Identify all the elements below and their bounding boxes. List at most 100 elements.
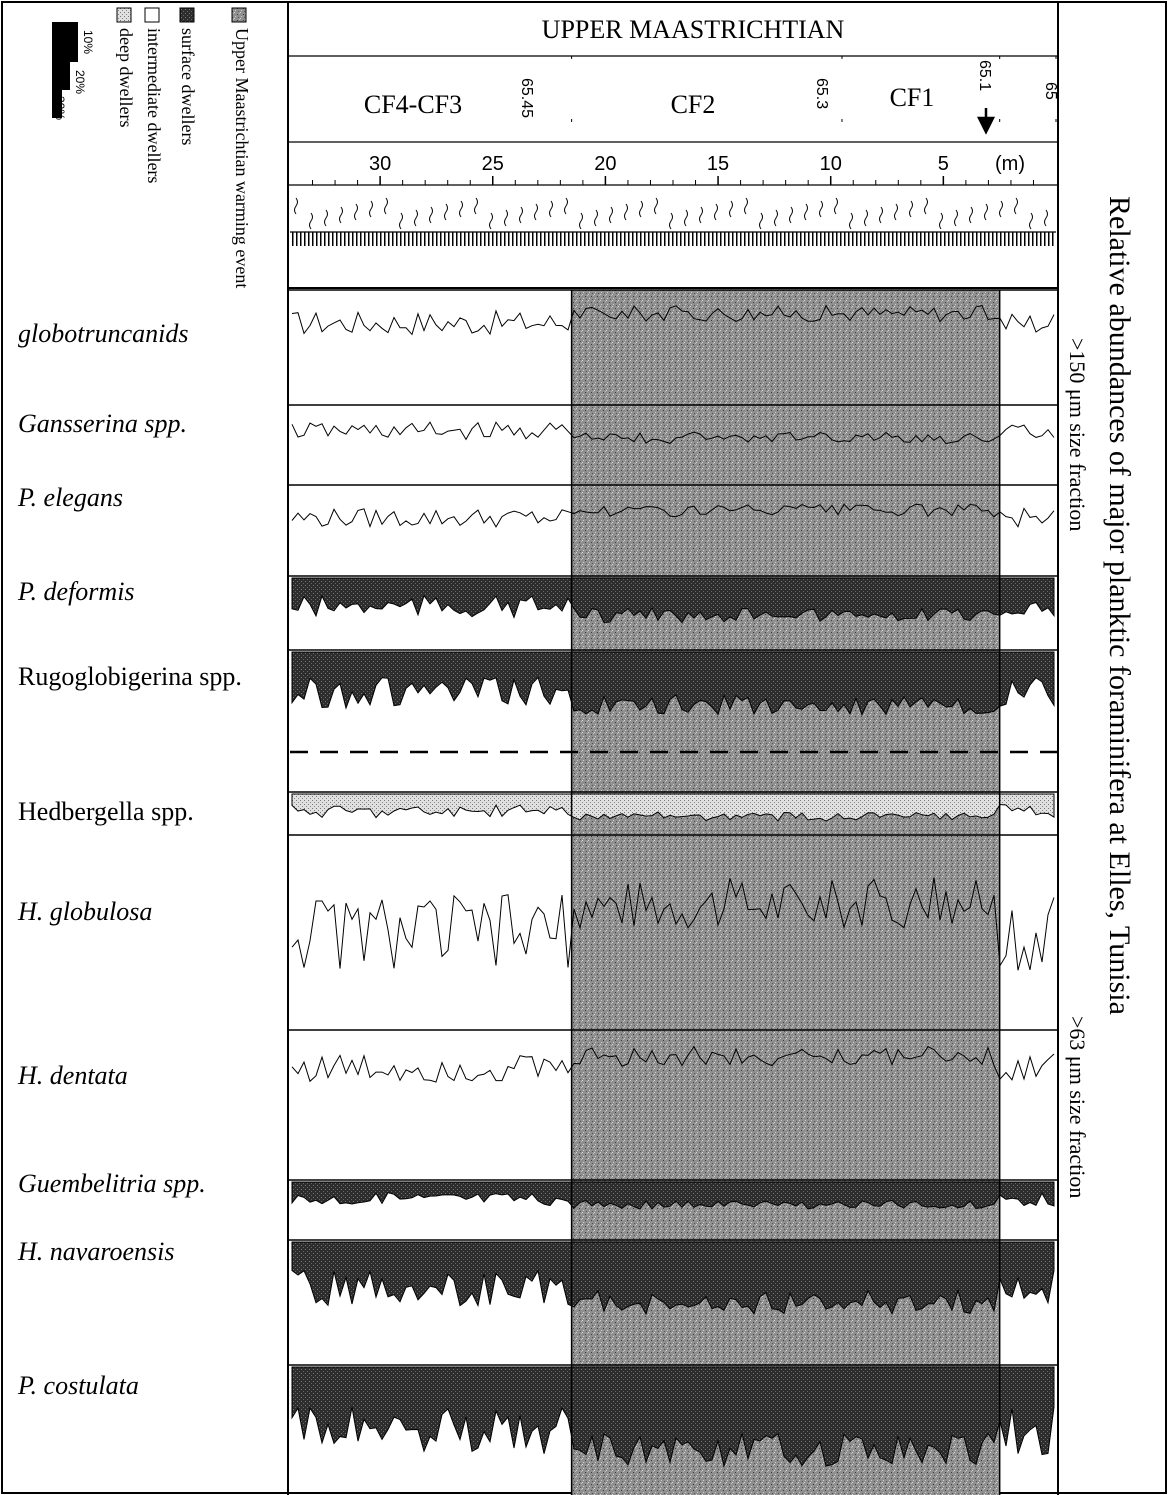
taxon-h-navaroensis: H. navaroensis bbox=[17, 1237, 174, 1266]
lithology-mark bbox=[654, 197, 658, 215]
lithology-mark bbox=[369, 200, 373, 218]
lithology-mark bbox=[489, 212, 493, 230]
series-hedbergella-spp- bbox=[291, 793, 1055, 822]
lithology-mark bbox=[714, 203, 718, 221]
lithology-mark bbox=[909, 200, 913, 218]
lithology-mark bbox=[594, 209, 598, 227]
lithology-mark bbox=[864, 209, 868, 227]
lithology-mark bbox=[984, 203, 988, 221]
lithology-mark bbox=[834, 197, 838, 215]
lithology-mark bbox=[609, 206, 613, 224]
taxon-rugoglobigerina: Rugoglobigerina spp. bbox=[18, 662, 242, 691]
series-p-elegans bbox=[291, 503, 1055, 528]
lithology-mark bbox=[774, 209, 778, 227]
lithology-mark bbox=[759, 212, 763, 230]
lithology-mark bbox=[879, 206, 883, 224]
legend-scale-30: 30% bbox=[53, 96, 67, 120]
lithology-mark bbox=[504, 209, 508, 227]
lithology-mark bbox=[729, 200, 733, 218]
lithology-column bbox=[290, 197, 1056, 246]
zone-label-cf2: CF2 bbox=[671, 90, 716, 119]
legend-swatch-deep bbox=[116, 7, 132, 23]
lithology-mark bbox=[819, 200, 823, 218]
subtitle-63: >63 μm size fraction bbox=[1065, 1016, 1090, 1198]
legend-item-surface: surface dwellers bbox=[178, 28, 198, 145]
lithology-mark bbox=[849, 212, 853, 230]
depth-unit: (m) bbox=[995, 153, 1025, 175]
lithology-mark bbox=[534, 203, 538, 221]
zone-label-cf4-cf3: CF4-CF3 bbox=[364, 90, 462, 119]
age-label-65-3: 65.3 bbox=[813, 78, 830, 109]
zone-label-cf1: CF1 bbox=[890, 83, 935, 112]
legend-item-event: Upper Maastrichtian warming event bbox=[232, 28, 252, 288]
taxon-h-dentata: H. dentata bbox=[17, 1061, 128, 1090]
taxon-p-elegans: P. elegans bbox=[17, 483, 123, 512]
legend-scale-20: 20% bbox=[73, 70, 87, 94]
lithology-mark bbox=[324, 209, 328, 227]
lithology-mark bbox=[894, 203, 898, 221]
depth-tick-label: 30 bbox=[369, 153, 391, 175]
lithology-mark bbox=[939, 212, 943, 230]
taxon-gansserina: Gansserina spp. bbox=[18, 409, 187, 438]
depth-tick-label: 20 bbox=[594, 153, 616, 175]
abundance-panels bbox=[288, 289, 1058, 1495]
taxon-labels: globotruncanids Gansserina spp. P. elega… bbox=[17, 319, 242, 1400]
series-h-navaroensis bbox=[291, 1241, 1055, 1316]
taxon-hedbergella: Hedbergella spp. bbox=[18, 797, 194, 826]
lithology-mark bbox=[294, 197, 298, 215]
lithology-mark bbox=[414, 209, 418, 227]
series-rugoglobigerina-spp- bbox=[291, 651, 1055, 717]
series-h-dentata bbox=[291, 1045, 1055, 1083]
series-globotruncanids bbox=[291, 304, 1055, 336]
lithology-mark bbox=[1029, 212, 1033, 230]
lithology-mark bbox=[639, 200, 643, 218]
legend-item-intermediate: intermediate dwellers bbox=[144, 28, 164, 183]
legend-swatch-event bbox=[231, 7, 247, 23]
lithology-mark bbox=[954, 209, 958, 227]
stage-title: UPPER MAASTRICHTIAN bbox=[542, 15, 845, 44]
arrow-down-icon bbox=[976, 108, 996, 135]
lithology-mark bbox=[444, 203, 448, 221]
taxon-h-globulosa: H. globulosa bbox=[17, 897, 152, 926]
lithology-mark bbox=[744, 197, 748, 215]
figure-title: Relative abundances of major planktic fo… bbox=[1103, 196, 1136, 1015]
series-h-globulosa bbox=[291, 877, 1055, 971]
depth-tick-label: 5 bbox=[938, 153, 949, 175]
lithology-mark bbox=[459, 200, 463, 218]
lithology-mark bbox=[474, 197, 478, 215]
taxon-globotruncanids: globotruncanids bbox=[18, 319, 188, 348]
age-label-65: 65 bbox=[1042, 82, 1059, 100]
lithology-mark bbox=[1044, 209, 1048, 227]
depth-tick-label: 15 bbox=[707, 153, 729, 175]
depth-tick-label: 25 bbox=[482, 153, 504, 175]
age-label-65-45: 65.45 bbox=[518, 78, 535, 118]
legend-swatch-surface bbox=[179, 7, 195, 23]
lithology-mark bbox=[354, 203, 358, 221]
taxon-p-deformis: P. deformis bbox=[17, 577, 135, 606]
warming-event-band bbox=[571, 290, 1000, 1495]
taxon-guembelitria: Guembelitria spp. bbox=[18, 1169, 206, 1198]
lithology-mark bbox=[399, 212, 403, 230]
lithology-mark bbox=[519, 206, 523, 224]
lithology-mark bbox=[1014, 197, 1018, 215]
lithology-mark bbox=[969, 206, 973, 224]
lithology-mark bbox=[924, 197, 928, 215]
depth-tick-label: 10 bbox=[820, 153, 842, 175]
taxon-p-costulata: P. costulata bbox=[17, 1371, 139, 1400]
lithology-mark bbox=[789, 206, 793, 224]
lithology-mark bbox=[579, 212, 583, 230]
depth-axis: 30 25 20 15 10 5 bbox=[312, 56, 1057, 185]
series-p-deformis bbox=[291, 577, 1055, 624]
series-guembelitria-spp- bbox=[291, 1181, 1055, 1210]
series-p-costulata bbox=[291, 1366, 1055, 1468]
legend-swatch-intermediate bbox=[144, 7, 160, 23]
series-gansserina-spp- bbox=[291, 421, 1055, 445]
subtitle-150: >150 μm size fraction bbox=[1065, 338, 1090, 531]
lithology-mark bbox=[999, 200, 1003, 218]
lithology-mark bbox=[384, 197, 388, 215]
lithology-mark bbox=[699, 206, 703, 224]
lithology-mark bbox=[684, 209, 688, 227]
lithology-mark bbox=[624, 203, 628, 221]
lithology-mark bbox=[429, 206, 433, 224]
